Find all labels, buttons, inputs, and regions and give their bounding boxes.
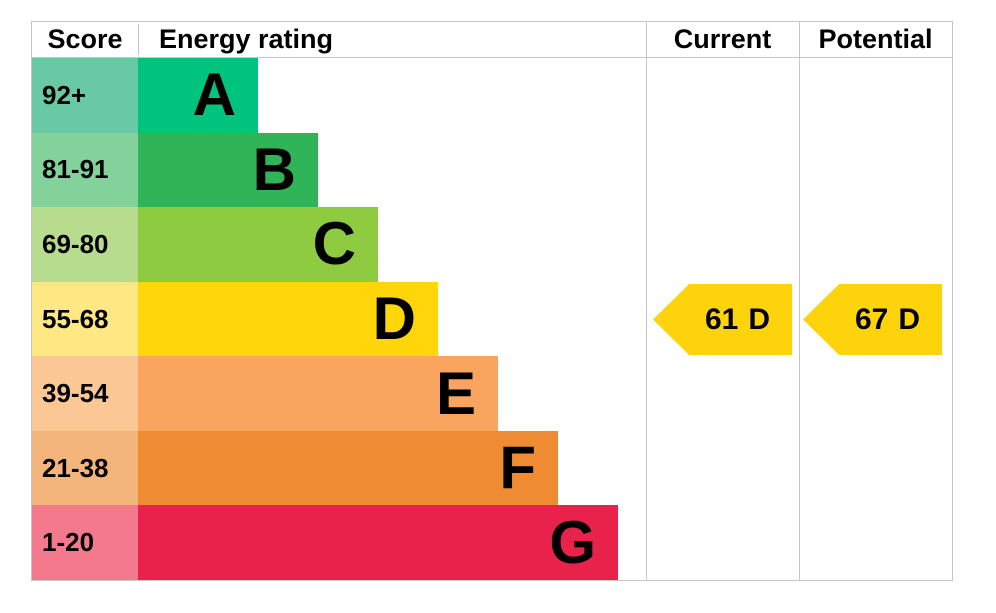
potential-band-letter: D (898, 302, 921, 336)
band-row-d: 55-68 D (32, 281, 952, 357)
rating-table: Score Energy rating Current Potential 92… (31, 21, 953, 581)
rating-bar: A (138, 58, 258, 133)
current-score-value: 61 (704, 302, 739, 336)
band-row-a: 92+ A (32, 58, 952, 133)
current-column-divider (646, 22, 647, 580)
score-cell: 92+ (32, 58, 138, 133)
rating-bar: F (138, 430, 558, 506)
rating-bar: E (138, 356, 498, 431)
score-cell: 69-80 (32, 207, 138, 282)
score-cell: 1-20 (32, 505, 138, 581)
rating-bar: C (138, 207, 378, 282)
band-rows: 92+ A 81-91 B 69-80 C 55-68 D 39-54 E 21… (32, 58, 952, 581)
header-score: Score (47, 24, 123, 54)
potential-column-divider (799, 22, 800, 580)
header-potential: Potential (818, 24, 933, 54)
score-cell: 21-38 (32, 430, 138, 506)
score-cell: 81-91 (32, 132, 138, 208)
band-row-e: 39-54 E (32, 356, 952, 431)
score-cell: 55-68 (32, 281, 138, 357)
band-row-b: 81-91 B (32, 132, 952, 208)
score-cell: 39-54 (32, 356, 138, 431)
band-row-c: 69-80 C (32, 207, 952, 282)
rating-bar: G (138, 505, 618, 581)
band-row-f: 21-38 F (32, 430, 952, 506)
rating-bar: B (138, 132, 318, 208)
band-row-g: 1-20 G (32, 505, 952, 581)
header-current: Current (673, 24, 772, 54)
header-energy-rating: Energy rating (138, 24, 646, 55)
current-band-letter: D (748, 302, 771, 336)
potential-score-value: 67 (854, 302, 889, 336)
table-header: Score Energy rating Current Potential (32, 22, 952, 58)
rating-bar: D (138, 281, 438, 357)
